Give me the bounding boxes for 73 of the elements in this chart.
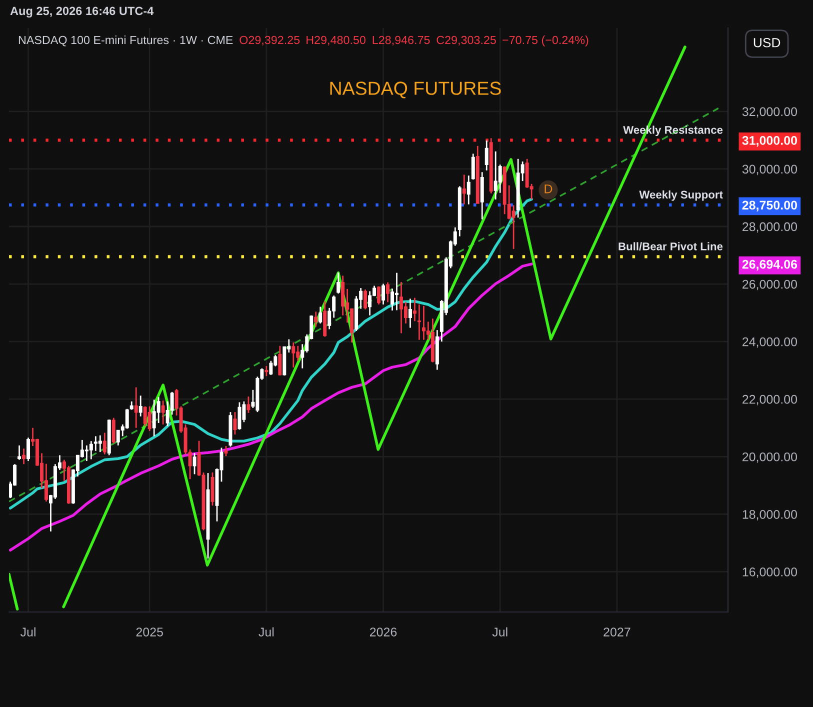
- candlestick: [224, 445, 228, 457]
- y-tick-label: 26,000.00: [742, 280, 798, 290]
- candlestick: [318, 306, 322, 324]
- candlestick: [341, 275, 345, 316]
- line-series: [9, 262, 533, 552]
- candlestick: [292, 342, 296, 368]
- candlestick: [89, 440, 93, 460]
- candlestick: [233, 411, 237, 436]
- candlestick: [462, 174, 466, 206]
- candlestick: [98, 434, 102, 453]
- y-tick-label: 16,000.00: [742, 568, 798, 578]
- candlestick: [102, 432, 106, 456]
- candlestick: [161, 400, 165, 426]
- ref-line-label: Bull/Bear Pivot Line: [618, 242, 723, 250]
- candlestick: [18, 444, 22, 461]
- annotation: L28,946.75: [372, 36, 430, 46]
- candlestick: [238, 402, 242, 430]
- y-tick-label: 26,694.06: [742, 260, 798, 271]
- y-tick-label: 22,000.00: [742, 394, 798, 406]
- candlestick: [278, 345, 282, 376]
- x-tick-label: Jul: [20, 627, 36, 636]
- candlestick: [386, 282, 390, 303]
- y-tick-label: 18,000.00: [742, 510, 798, 520]
- annotation: −70.75 (−0.24%): [502, 36, 588, 46]
- candlestick: [512, 204, 516, 250]
- candlestick: [269, 360, 273, 376]
- candlestick: [498, 164, 502, 194]
- y-tick-label: 30,000.00: [742, 164, 798, 176]
- text: Aug 25, 2026 16:46 UTC-4: [10, 6, 154, 18]
- x-tick-label: Jul: [492, 627, 508, 636]
- x-tick-label: 2027: [604, 628, 630, 636]
- candlestick: [112, 417, 116, 444]
- x-tick-label: Jul: [258, 627, 274, 636]
- y-tick-label: 28,750.00: [742, 200, 797, 212]
- candlestick: [471, 153, 475, 180]
- candlestick: [148, 406, 152, 432]
- candlestick: [125, 408, 129, 430]
- line-series: [9, 198, 533, 510]
- annotation: O29,392.25: [240, 36, 300, 46]
- candlestick: [484, 140, 488, 172]
- y-tick-label: 24,000.00: [742, 337, 798, 348]
- candlestick: [138, 394, 142, 418]
- annotation: H29,480.50: [306, 36, 366, 46]
- text: NASDAQ 100 E-mini Futures · 1W · CME: [18, 36, 233, 46]
- y-tick-label: 31,000.00: [742, 136, 797, 147]
- candlestick: [314, 310, 318, 328]
- y-axis-title: USD: [754, 38, 780, 48]
- candlestick: [364, 288, 368, 310]
- y-tick-label: 28,000.00: [742, 222, 798, 233]
- annotation: D: [544, 184, 552, 194]
- annotation: C29,303.25: [436, 36, 496, 46]
- candlestick: [412, 297, 416, 322]
- candlestick: [377, 286, 381, 306]
- y-tick-label: 20,000.00: [742, 452, 798, 463]
- candlestick: [466, 174, 470, 206]
- candlestick: [368, 290, 372, 316]
- candlestick: [382, 283, 386, 306]
- y-tick-label: 32,000.00: [742, 107, 798, 118]
- candlestick: [417, 304, 421, 341]
- candlestick: [22, 448, 26, 465]
- x-tick-label: 2026: [370, 628, 397, 636]
- candlestick: [408, 298, 412, 328]
- candlestick: [336, 272, 340, 294]
- candlestick: [156, 396, 160, 424]
- candlestick: [44, 463, 48, 502]
- x-tick-label: 2025: [136, 628, 163, 636]
- candlestick: [192, 452, 196, 475]
- text: NASDAQ FUTURES: [330, 82, 501, 98]
- candlestick: [134, 386, 138, 429]
- candlestick: [246, 396, 250, 414]
- candlestick: [26, 436, 30, 462]
- ref-line-label: Weekly Support: [639, 190, 723, 201]
- candlestick: [264, 365, 268, 377]
